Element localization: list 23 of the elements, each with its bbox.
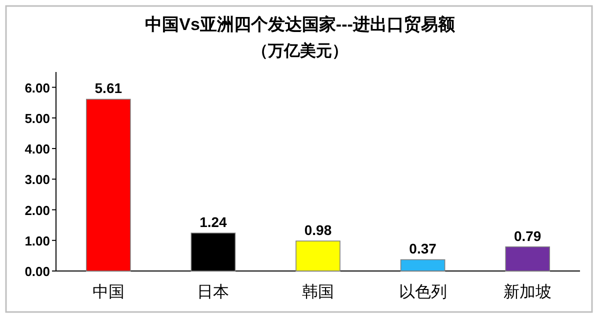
bar xyxy=(505,246,550,272)
x-tick-label: 日本 xyxy=(197,283,230,301)
bar xyxy=(400,259,446,272)
data-label: 0.37 xyxy=(409,240,437,257)
y-tick-label: 2.00 xyxy=(24,202,50,218)
data-label: 1.24 xyxy=(200,214,228,230)
x-tick-label: 韩国 xyxy=(302,283,334,301)
x-tick-label: 新加坡 xyxy=(504,283,552,301)
y-tick-label: 4.00 xyxy=(24,142,50,157)
data-label: 0.98 xyxy=(304,222,332,238)
x-tick-label: 中国 xyxy=(92,283,124,301)
bar xyxy=(86,98,131,272)
bar xyxy=(296,240,340,272)
y-tick-label: 5.00 xyxy=(24,110,50,126)
y-tick-label: 1.00 xyxy=(24,233,50,248)
y-tick-label: 3.00 xyxy=(24,172,50,188)
y-tick-label: 0.00 xyxy=(24,264,50,279)
x-tick-label: 以色列 xyxy=(398,283,447,301)
chart-title: 中国Vs亚洲四个发达国家---进出口贸易额 xyxy=(145,15,456,34)
data-label: 0.79 xyxy=(514,228,542,244)
y-tick-label: 6.00 xyxy=(24,80,50,96)
chart-subtitle: （万亿美元） xyxy=(252,41,348,60)
data-label: 5.61 xyxy=(94,80,122,96)
